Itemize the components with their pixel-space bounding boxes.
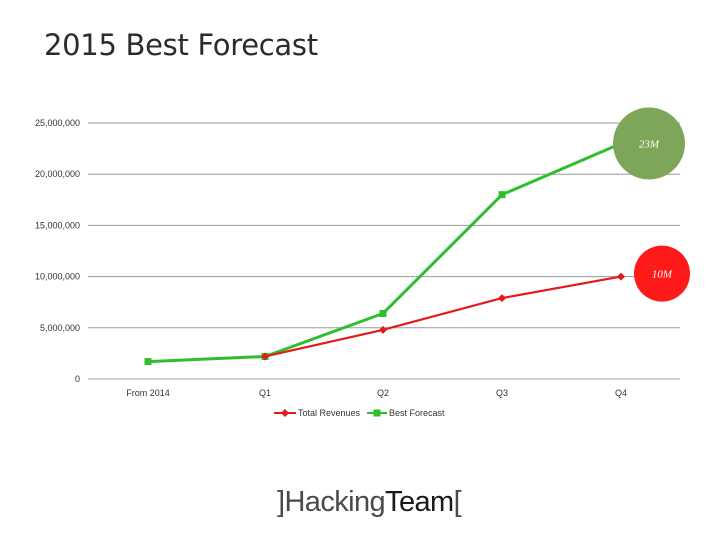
legend: Total Revenues Best Forecast — [274, 408, 445, 418]
legend-label: Total Revenues — [298, 408, 361, 418]
series-total-revenues — [261, 272, 625, 361]
y-tick-label-4: 20,000,000 — [35, 169, 80, 179]
y-tick-label-3: 15,000,000 — [35, 220, 80, 230]
annotations: 23M 10M — [613, 107, 690, 302]
bubble-label: 10M — [652, 269, 673, 281]
logo-part-2: Team — [385, 486, 454, 518]
y-axis-tick-labels: 0 5,000,000 10,000,000 15,000,000 20,000,000… — [35, 118, 80, 384]
x-tick-label-2: Q2 — [377, 388, 389, 398]
y-tick-label-5: 25,000,000 — [35, 118, 80, 128]
series-line — [264, 275, 622, 358]
legend-item-best-forecast: Best Forecast — [367, 408, 445, 418]
data-point-q1 — [261, 352, 269, 361]
bubble-circle — [634, 245, 690, 302]
x-tick-label-0: From 2014 — [126, 388, 170, 398]
bubble-label: 23M — [639, 138, 660, 150]
hackingteam-logo: ]HackingTeam[ — [277, 486, 462, 518]
data-point-q3 — [498, 294, 506, 303]
legend-item-total-revenues: Total Revenues — [274, 408, 361, 418]
legend-label: Best Forecast — [389, 408, 445, 418]
y-tick-label-2: 10,000,000 — [35, 272, 80, 282]
y-tick-label-1: 5,000,000 — [40, 323, 80, 333]
annotation-bubble-1: 10M — [634, 245, 690, 302]
logo-bracket-right: [ — [453, 486, 462, 518]
annotation-bubble-0: 23M — [613, 107, 685, 180]
x-tick-label-3: Q3 — [496, 388, 508, 398]
data-point-q3 — [498, 191, 506, 199]
grid-lines — [88, 122, 680, 380]
legend-swatch-marker — [281, 409, 289, 417]
x-tick-label-4: Q4 — [615, 388, 627, 398]
logo-bracket-left: ] — [277, 486, 285, 518]
logo-part-1: Hacking — [284, 486, 386, 518]
data-point-q4 — [617, 272, 625, 281]
bubble-circle — [613, 107, 685, 180]
x-tick-label-1: Q1 — [259, 388, 271, 398]
chart-title: 2015 Best Forecast — [44, 28, 318, 62]
x-axis-tick-labels: From 2014 Q1 Q2 Q3 Q4 — [126, 388, 627, 398]
series-lines — [144, 139, 625, 366]
data-point-from-2014 — [144, 358, 152, 366]
legend-swatch-marker — [373, 409, 381, 417]
data-point-q2 — [379, 309, 387, 317]
y-tick-label-0: 0 — [75, 374, 80, 384]
data-point-q2 — [379, 325, 387, 334]
